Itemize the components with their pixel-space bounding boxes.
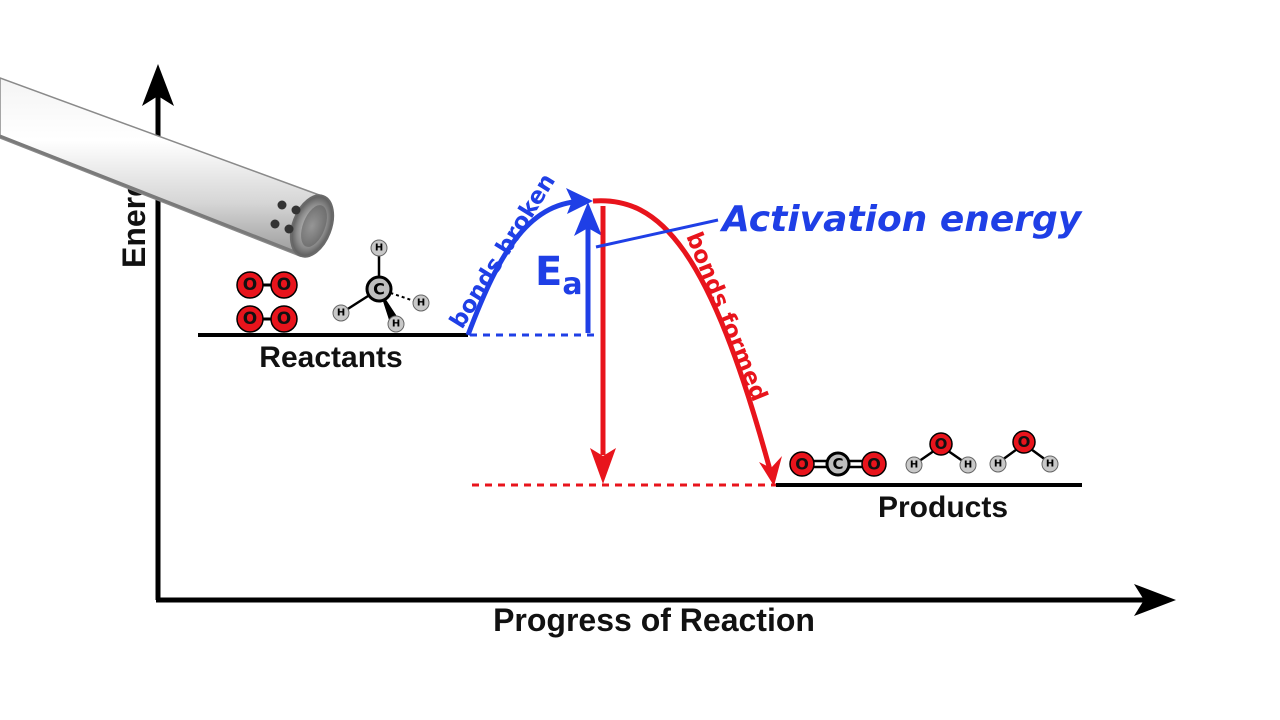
carbon-symbol: C [832,455,843,473]
oxygen-atom [861,451,887,477]
oxygen-atom [236,305,264,333]
curve-falling-red [592,198,773,471]
callout-pointer-line [595,218,719,249]
hydrogen-symbol: H [417,298,425,309]
ea-symbol-main: E [535,249,562,295]
ea-symbol: Ea [535,249,583,302]
o2-molecule: O O [236,271,298,299]
carbon-symbol: C [373,280,385,299]
hydrogen-symbol: H [375,243,383,254]
carbon-atom [825,451,851,477]
curve-peak-arrowhead [566,188,593,214]
oxygen-atom [270,271,298,299]
y-axis-arrowhead [142,64,174,106]
curve-product-arrowhead [759,456,782,486]
x-axis-label: Progress of Reaction [493,602,815,638]
carbon-atom [365,275,393,303]
hydrogen-symbol: H [1046,459,1054,470]
reactant-ch4-molecule: C H H H H [332,239,430,333]
oxygen-symbol: O [277,275,291,295]
tube-opening-inner [301,205,327,247]
hydrogen-symbol: H [994,459,1002,470]
o2-molecule: O O [236,305,298,333]
product-h2o-molecule: O H H [989,430,1059,473]
air-hole-icon [270,219,280,229]
energy-levels: Reactants Products [198,333,1082,524]
x-axis-arrowhead [1134,584,1176,616]
products-label: Products [878,491,1008,524]
hydrogen-atom [412,294,430,312]
oxygen-atom [1012,430,1036,454]
energy-change-arrow [590,206,616,484]
ea-arrow-head [574,202,602,236]
oxygen-atom [236,271,264,299]
hydrogen-atom [1041,455,1059,473]
product-h2o-molecule: O H H [905,432,977,474]
product-co2-molecule: O C O [789,451,887,477]
oxygen-symbol: O [243,309,257,329]
air-hole-icon [284,224,294,234]
tube-body [0,77,323,257]
oxygen-atom [929,432,953,456]
air-hole-icon [291,205,301,215]
hydrogen-atom [370,239,388,257]
hydrogen-atom [989,455,1007,473]
hydrogen-symbol: H [337,308,345,319]
curve-rising-blue [465,198,589,336]
hydrogen-symbol: H [392,319,400,330]
oxygen-symbol: O [243,275,257,295]
hydrogen-symbol: H [964,460,972,471]
oxygen-atom [789,451,815,477]
tube-shadow-edge [0,134,301,256]
gas-burner-tube [0,77,335,258]
reactants-label: Reactants [259,341,402,374]
activation-energy-arrow [574,202,602,333]
activation-energy-callout: Activation energy [595,199,1083,249]
oxygen-symbol: O [277,309,291,329]
ea-symbol-subscript: a [562,267,582,302]
bonds-formed-label: bonds formed [680,229,772,406]
reactant-o2-molecules: O O O O [236,271,298,333]
air-hole-icon [277,200,287,210]
hydrogen-symbol: H [910,460,918,471]
hydrogen-atom [332,304,350,322]
reaction-curve [465,188,782,486]
tube-air-holes [270,200,301,234]
oxygen-atom [270,305,298,333]
hydrogen-atom [387,315,405,333]
oxygen-symbol: O [935,435,948,453]
oxygen-symbol: O [795,455,809,474]
hydrogen-atom [905,456,923,474]
activation-energy-label: Activation energy [719,199,1083,240]
oxygen-symbol: O [867,455,881,474]
oxygen-symbol: O [1018,433,1031,451]
hydrogen-atom [959,456,977,474]
delta-arrow-head [590,448,616,484]
